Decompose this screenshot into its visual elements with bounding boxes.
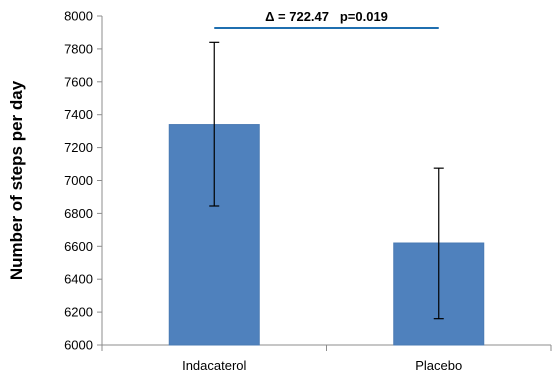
y-tick-label: 7000 [64,173,93,188]
x-category-label: Indacaterol [182,358,246,373]
y-tick-label: 7200 [64,140,93,155]
y-tick-label: 7600 [64,74,93,89]
y-tick-label: 6600 [64,239,93,254]
bars-layer [168,124,485,346]
y-axis-title: Number of steps per day [7,80,26,280]
y-tick-label: 6400 [64,272,93,287]
y-tick-label: 7800 [64,41,93,56]
y-tick-label: 6200 [64,305,93,320]
annotation-layer: Δ = 722.47 p=0.019 [214,9,439,29]
y-tick-label: 8000 [64,9,93,24]
significance-annotation: Δ = 722.47 p=0.019 [265,9,388,24]
x-category-label: Placebo [415,358,462,373]
y-tick-label: 6000 [64,338,93,353]
y-tick-label: 6800 [64,206,93,221]
error-bars-layer [209,41,444,320]
axes-layer: 6000 6200 6400 6600 6800 7000 7200 7400 7600 7800… [64,9,552,373]
y-tick-label: 7400 [64,107,93,122]
